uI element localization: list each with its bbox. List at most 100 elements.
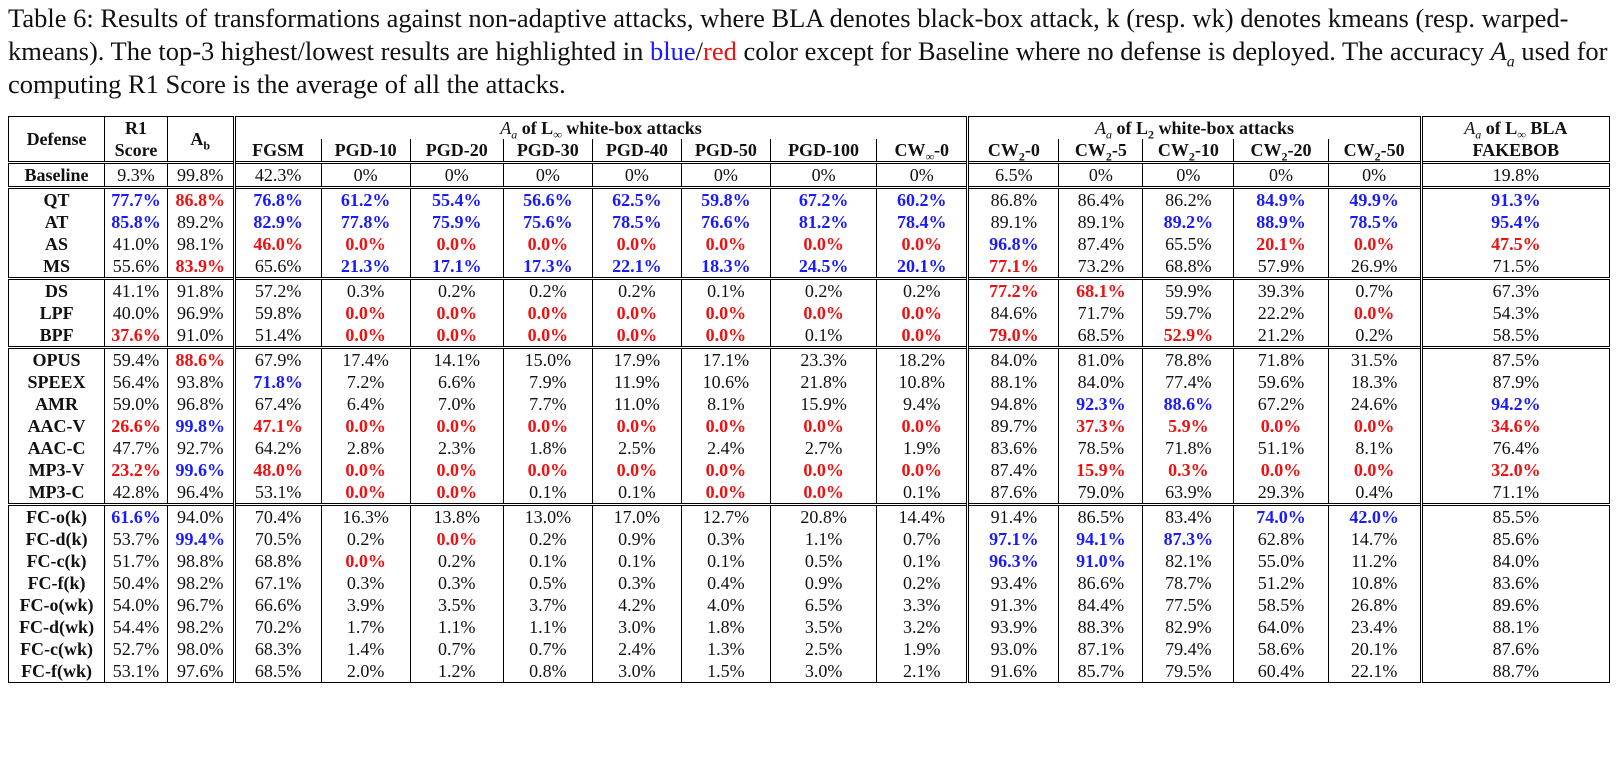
header-defense: Defense: [7, 116, 106, 163]
table-cell: 68.1%: [1058, 277, 1144, 302]
table-cell: 2.4%: [680, 437, 771, 459]
table-cell: 52.9%: [1142, 324, 1235, 348]
table-cell: 0.2%: [769, 277, 878, 302]
caption-math-a: Aa: [1490, 36, 1515, 71]
table-cell: 56.4%: [104, 371, 168, 393]
table-cell: 0.4%: [1327, 481, 1422, 505]
table-cell: 85.5%: [1419, 503, 1611, 528]
table-cell: 0.0%: [876, 324, 969, 348]
table-cell: 78.5%: [1058, 437, 1144, 459]
table-cell: 0.1%: [876, 481, 969, 505]
column-header-fgsm: FGSM: [232, 139, 322, 163]
table-cell: 41.1%: [104, 277, 168, 302]
table-cell: 1.8%: [502, 437, 593, 459]
table-cell: 91.0%: [166, 324, 235, 348]
table-cell: 7.7%: [502, 393, 593, 415]
table-cell: 0%: [1233, 161, 1329, 188]
table-cell: 0.0%: [320, 550, 411, 572]
column-header-pgd-40: PGD-40: [591, 139, 682, 163]
table-cell: 0.3%: [680, 528, 771, 550]
table-cell: 0.0%: [591, 324, 682, 348]
table-cell: 3.3%: [876, 594, 969, 616]
table-row: FC-f(k) 50.4% 98.2% 67.1% 0.3% 0.3% 0.5% 0.3% 0.…: [7, 572, 1611, 594]
table-cell: 0.1%: [876, 550, 969, 572]
table-cell: 91.4%: [966, 503, 1060, 528]
table-cell: 88.1%: [1419, 616, 1611, 638]
table-cell: 60.2%: [876, 186, 969, 211]
table-row: FC-c(wk) 52.7% 98.0% 68.3% 1.4% 0.7% 0.7% 2.4% 1…: [7, 638, 1611, 660]
table-cell: 68.3%: [232, 638, 322, 660]
row-label: BPF: [7, 324, 106, 348]
table-cell: 0.7%: [1327, 277, 1422, 302]
table-cell: 71.5%: [1419, 255, 1611, 279]
table-cell: 7.0%: [409, 393, 504, 415]
table-cell: 84.4%: [1058, 594, 1144, 616]
table-cell: 23.2%: [104, 459, 168, 481]
table-cell: 91.3%: [966, 594, 1060, 616]
table-cell: 0.0%: [680, 233, 771, 255]
table-cell: 13.8%: [409, 503, 504, 528]
table-cell: 93.9%: [966, 616, 1060, 638]
row-label: MP3-C: [7, 481, 106, 505]
column-header-pgd-10: PGD-10: [320, 139, 411, 163]
table-cell: 71.8%: [232, 371, 322, 393]
header-r1: R1: [104, 116, 168, 139]
table-cell: 18.3%: [680, 255, 771, 279]
table-cell: 0.0%: [769, 481, 878, 505]
table-cell: 59.8%: [232, 302, 322, 324]
table-cell: 14.4%: [876, 503, 969, 528]
table-cell: 93.8%: [166, 371, 235, 393]
table-cell: 20.1%: [876, 255, 969, 279]
table-cell: 0%: [1058, 161, 1144, 188]
table-cell: 62.5%: [591, 186, 682, 211]
table-cell: 84.0%: [1419, 550, 1611, 572]
table-cell: 0.0%: [502, 233, 593, 255]
table-row: Baseline 9.3% 99.8% 42.3% 0% 0% 0% 0% 0% 0% 0% 6.5%…: [7, 161, 1611, 188]
table-cell: 91.0%: [1058, 550, 1144, 572]
table-cell: 22.1%: [1327, 660, 1422, 683]
table-cell: 81.0%: [1058, 346, 1144, 371]
table-cell: 85.6%: [1419, 528, 1611, 550]
table-row: MS 55.6% 83.9% 65.6% 21.3% 17.1% 17.3% 22.1% 18.…: [7, 255, 1611, 279]
table-cell: 23.3%: [769, 346, 878, 371]
table-cell: 99.4%: [166, 528, 235, 550]
table-cell: 87.9%: [1419, 371, 1611, 393]
table-row: LPF 40.0% 96.9% 59.8% 0.0% 0.0% 0.0% 0.0% 0.0% 0.…: [7, 302, 1611, 324]
table-cell: 68.5%: [232, 660, 322, 683]
caption-red-word: red: [703, 36, 737, 66]
table-cell: 0.0%: [320, 233, 411, 255]
row-label: FC-o(wk): [7, 594, 106, 616]
table-cell: 20.1%: [1327, 638, 1422, 660]
row-label: AT: [7, 211, 106, 233]
column-header-pgd-30: PGD-30: [502, 139, 593, 163]
table-cell: 24.6%: [1327, 393, 1422, 415]
table-cell: 3.0%: [769, 660, 878, 683]
table-cell: 84.6%: [966, 302, 1060, 324]
table-cell: 0.1%: [680, 550, 771, 572]
table-cell: 61.2%: [320, 186, 411, 211]
table-cell: 2.4%: [591, 638, 682, 660]
column-header-cw2-10: CW2-10: [1142, 139, 1235, 163]
table-cell: 56.6%: [502, 186, 593, 211]
table-row: DS 41.1% 91.8% 57.2% 0.3% 0.2% 0.2% 0.2% 0.1% 0.2…: [7, 277, 1611, 302]
table-cell: 17.0%: [591, 503, 682, 528]
table-cell: 71.1%: [1419, 481, 1611, 505]
table-row: BPF 37.6% 91.0% 51.4% 0.0% 0.0% 0.0% 0.0% 0.0% 0.…: [7, 324, 1611, 348]
row-label: AS: [7, 233, 106, 255]
table-cell: 58.5%: [1233, 594, 1329, 616]
table-cell: 64.0%: [1233, 616, 1329, 638]
table-cell: 12.7%: [680, 503, 771, 528]
table-cell: 66.6%: [232, 594, 322, 616]
table-cell: 0.1%: [591, 550, 682, 572]
table-cell: 51.7%: [104, 550, 168, 572]
table-cell: 89.2%: [1142, 211, 1235, 233]
table-cell: 26.6%: [104, 415, 168, 437]
table-cell: 0.0%: [591, 459, 682, 481]
table-cell: 86.5%: [1058, 503, 1144, 528]
table-row: SPEEX 56.4% 93.8% 71.8% 7.2% 6.6% 7.9% 11.9% 10.…: [7, 371, 1611, 393]
table-cell: 0%: [680, 161, 771, 188]
table-cell: 91.8%: [166, 277, 235, 302]
table-cell: 73.2%: [1058, 255, 1144, 279]
row-label: FC-c(k): [7, 550, 106, 572]
table-cell: 54.0%: [104, 594, 168, 616]
